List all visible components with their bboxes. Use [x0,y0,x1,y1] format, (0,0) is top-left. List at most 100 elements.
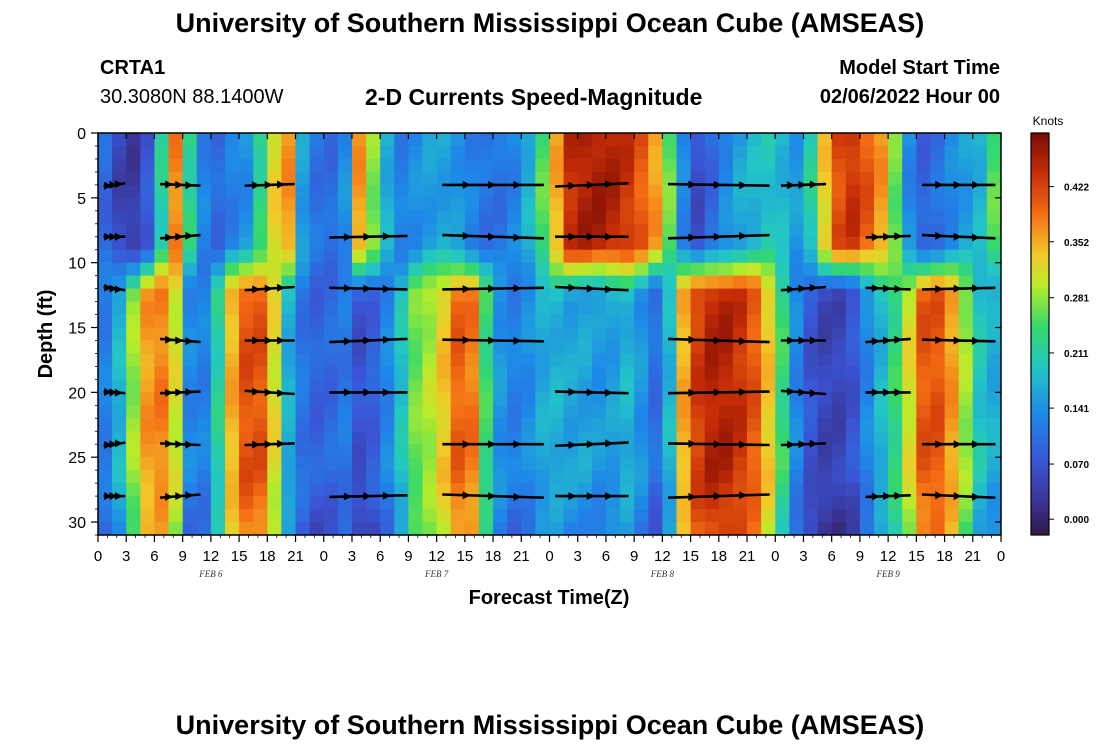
heatmap-cell [408,288,424,303]
heatmap-cell [225,249,240,264]
heatmap-cell [140,314,155,329]
heatmap-cell [620,288,635,303]
heatmap-cell [676,470,692,484]
heatmap-cell [620,171,635,186]
heatmap-cell [98,379,113,393]
heatmap-cell [225,431,240,445]
heatmap-cell [493,483,508,497]
heatmap-cell [549,288,565,303]
heatmap-cell [408,418,424,432]
heatmap-cell [930,431,946,445]
heatmap-cell [549,366,565,380]
heatmap-cell [253,197,268,212]
heatmap-cell [337,392,353,406]
heatmap-cell [140,522,155,535]
heatmap-cell [521,146,536,160]
heatmap-cell [225,288,240,303]
heatmap-cell [845,340,861,355]
heatmap-cell [831,444,847,458]
heatmap-cell [422,483,438,497]
heatmap-cell [620,457,635,471]
heatmap-cell [874,249,889,264]
vector-arrowhead [688,233,697,242]
heatmap-cell [380,405,395,419]
vector-arrowhead [165,492,174,501]
heatmap-cell [394,418,409,432]
heatmap-cell [605,496,621,510]
heatmap-cell [817,146,833,160]
vector-arrowhead [798,440,807,449]
heatmap-cell [210,509,226,523]
heatmap-cell [295,262,311,277]
vector-arrowhead [972,492,980,501]
heatmap-cell [704,366,720,380]
heatmap-cell [408,197,424,212]
x-tick-label: 6 [150,548,158,565]
heatmap-cell [267,470,282,484]
heatmap-cell [958,158,974,173]
heatmap-cell [902,171,917,186]
heatmap-cell [394,197,409,212]
heatmap-cell [803,288,819,303]
heatmap-cell [930,223,946,238]
heatmap-cell [295,340,311,355]
vector-arrowhead [488,492,497,501]
heatmap-cell [704,444,720,458]
heatmap-cell [521,210,536,225]
vector-arrowhead [568,283,577,292]
heatmap-cell [493,275,508,290]
heatmap-cell [902,470,917,484]
heatmap-cell [479,288,494,303]
heatmap-cell [126,418,141,432]
heatmap-cell [549,392,565,406]
heatmap-cell [789,392,805,406]
vector-arrowhead [363,492,372,501]
heatmap-cell [295,197,311,212]
heatmap-cell [309,236,325,251]
heatmap-cell [182,431,198,445]
heatmap-cell [972,470,988,484]
heatmap-cell [888,146,903,160]
heatmap-cell [634,223,649,238]
heatmap-cell [408,301,424,316]
heatmap-cell [859,236,875,251]
heatmap-cell [591,288,607,303]
heatmap-cell [464,223,480,238]
heatmap-cell [380,457,395,471]
vector-arrowhead [586,388,595,397]
heatmap-cell [958,171,974,186]
heatmap-cell [634,133,649,147]
heatmap-cell [210,340,226,355]
heatmap-cell [634,146,649,160]
heatmap-cell [408,171,424,186]
heatmap-cell [761,262,776,277]
heatmap-cell [337,431,353,445]
heatmap-cell [690,236,706,251]
heatmap-cell [450,249,466,264]
heatmap-cell [239,366,254,380]
x-tick-label: 21 [964,548,981,565]
heatmap-cell [549,379,565,393]
heatmap-cell [366,522,381,535]
heatmap-cell [704,236,720,251]
heatmap-cell [352,184,367,199]
heatmap-cell [408,133,424,147]
heatmap-cell [281,379,297,393]
heatmap-cell [761,146,776,160]
heatmap-cell [535,340,551,355]
heatmap-cell [140,405,155,419]
vector-arrowhead [114,388,123,397]
heatmap-cell [507,522,522,535]
heatmap-cell [831,314,847,329]
heatmap-cell [690,301,706,316]
heatmap-cell [549,171,565,186]
x-axis-label: Forecast Time(Z) [469,587,630,609]
heatmap-cell [493,392,508,406]
heatmap-cell [549,353,565,368]
heatmap-cell [225,262,240,277]
heatmap-cell [210,184,226,199]
heatmap-cell [605,301,621,316]
heatmap-cell [309,184,325,199]
heatmap-cell [366,405,381,419]
heatmap-cell [479,314,494,329]
